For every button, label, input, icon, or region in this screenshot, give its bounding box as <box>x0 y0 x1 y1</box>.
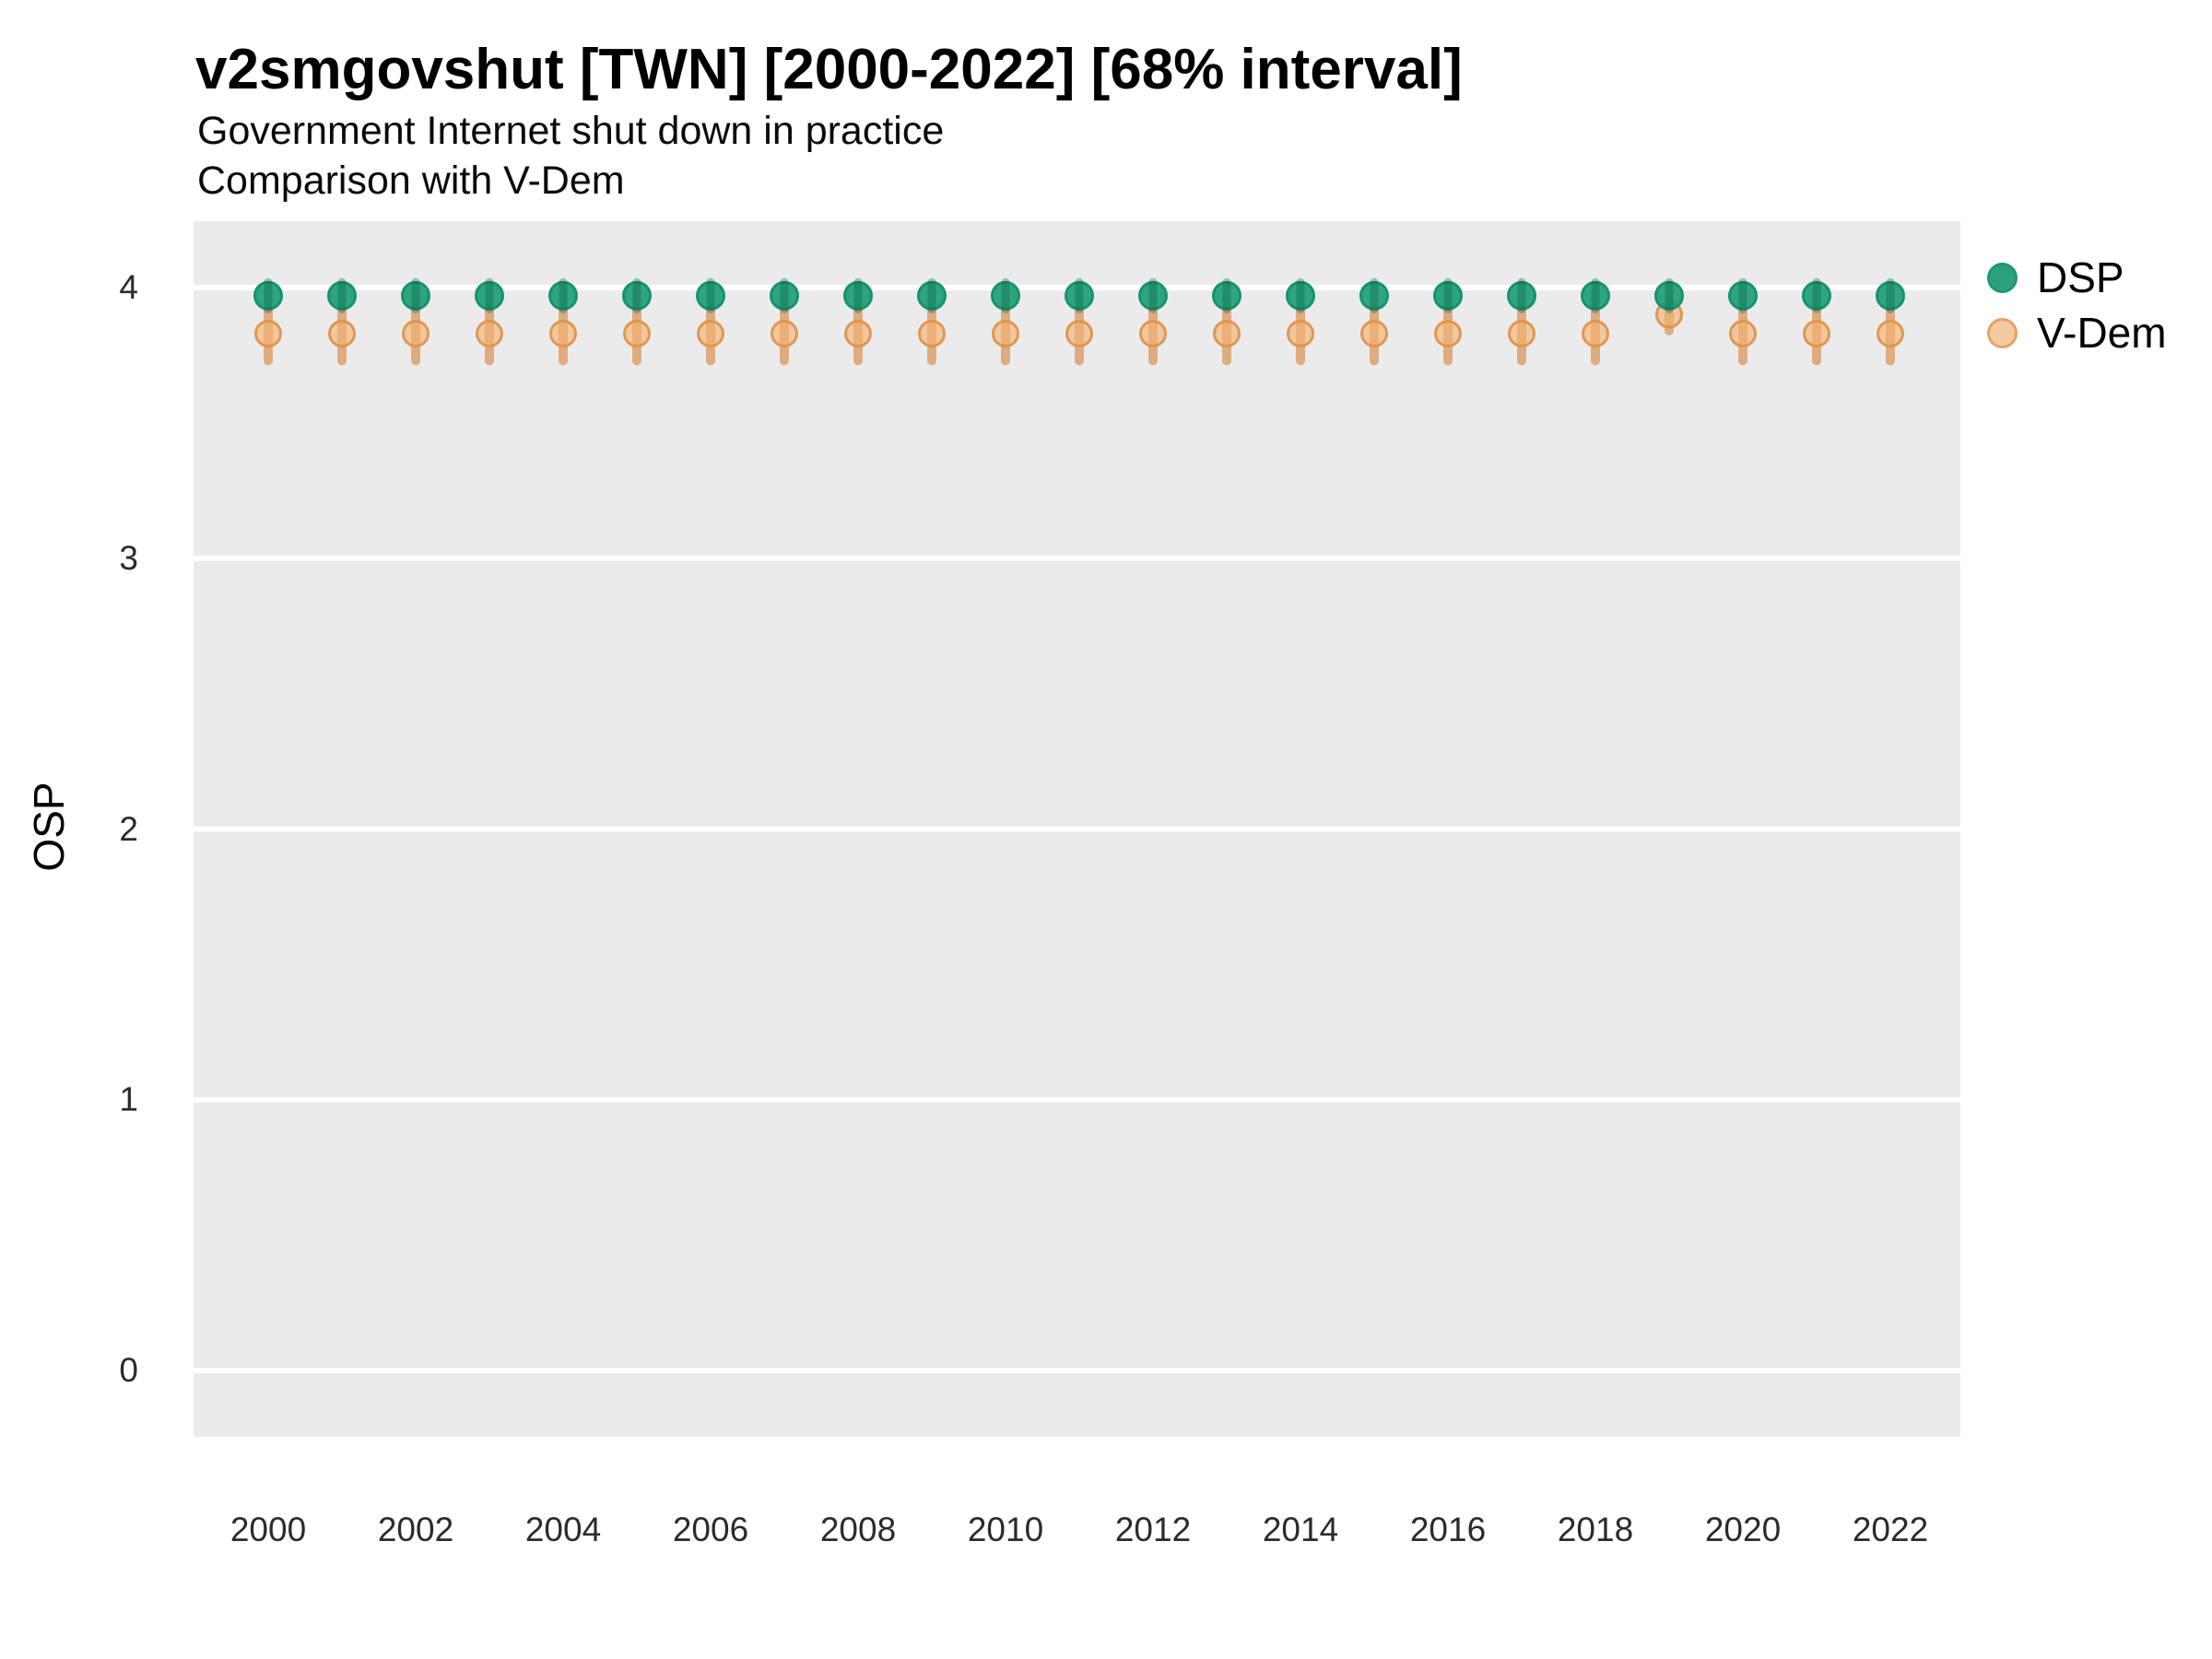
dsp-point <box>1581 280 1610 311</box>
vdem-point <box>254 319 282 347</box>
x-tick-label: 2022 <box>1852 1511 1929 1548</box>
dsp-point <box>1433 280 1463 311</box>
chart-title: v2smgovshut [TWN] [2000-2022] [68% inter… <box>195 38 1463 101</box>
vdem-point <box>1065 319 1093 347</box>
dsp-point <box>1802 280 1831 311</box>
dsp-point <box>1876 280 1905 311</box>
legend: DSP V-Dem <box>1987 250 2167 360</box>
vdem-point <box>1287 319 1314 347</box>
dsp-point <box>696 280 725 311</box>
dsp-point <box>327 280 357 311</box>
vdem-point <box>844 319 872 347</box>
legend-item-dsp: DSP <box>1987 250 2167 305</box>
vdem-point <box>328 319 356 347</box>
x-tick-label: 2010 <box>967 1511 1044 1548</box>
y-tick-label: 0 <box>119 1351 138 1389</box>
vdem-point <box>771 319 798 347</box>
vdem-point <box>1434 319 1462 347</box>
chart-subtitle: Government Internet shut down in practic… <box>197 109 945 153</box>
dsp-legend-dot-icon <box>1987 262 2018 293</box>
x-tick-label: 2002 <box>377 1511 454 1548</box>
vdem-point <box>476 319 503 347</box>
chart-subtitle-comparison: Comparison with V-Dem <box>197 159 625 203</box>
legend-item-vdem: V-Dem <box>1987 305 2167 360</box>
x-tick-label: 2008 <box>819 1511 897 1548</box>
x-tick-label: 2016 <box>1409 1511 1487 1548</box>
vdem-point <box>1582 319 1609 347</box>
x-tick-label: 2012 <box>1114 1511 1192 1548</box>
dsp-point <box>253 280 283 311</box>
dsp-point <box>843 280 873 311</box>
vdem-point <box>1360 319 1388 347</box>
dsp-point <box>622 280 652 311</box>
legend-label-vdem: V-Dem <box>2037 309 2167 357</box>
dsp-point <box>548 280 578 311</box>
vdem-point <box>1213 319 1241 347</box>
dsp-point <box>1212 280 1241 311</box>
vdem-point <box>992 319 1019 347</box>
dsp-point <box>1359 280 1389 311</box>
dsp-point <box>770 280 799 311</box>
dsp-point <box>401 280 430 311</box>
dsp-point <box>1138 280 1168 311</box>
dsp-point <box>1286 280 1315 311</box>
x-tick-label: 2006 <box>672 1511 749 1548</box>
vdem-point <box>623 319 651 347</box>
x-tick-label: 2004 <box>524 1511 602 1548</box>
y-tick-label: 3 <box>119 538 138 577</box>
vdem-point <box>1729 319 1757 347</box>
x-tick-label: 2018 <box>1557 1511 1634 1548</box>
dsp-point <box>475 280 504 311</box>
x-tick-label: 2014 <box>1262 1511 1339 1548</box>
x-tick-label: 2000 <box>229 1511 307 1548</box>
dsp-point <box>991 280 1020 311</box>
vdem-point <box>1508 319 1535 347</box>
vdem-point <box>1803 319 1830 347</box>
dsp-point <box>1728 280 1758 311</box>
vdem-point <box>697 319 724 347</box>
vdem-legend-dot-icon <box>1987 317 2018 348</box>
vdem-point <box>1139 319 1167 347</box>
y-tick-label: 4 <box>119 268 138 306</box>
dsp-point <box>1654 280 1684 311</box>
vdem-point <box>1877 319 1904 347</box>
x-tick-label: 2020 <box>1704 1511 1782 1548</box>
y-tick-label: 2 <box>119 809 138 848</box>
vdem-point <box>549 319 577 347</box>
dsp-point <box>1507 280 1536 311</box>
dsp-point <box>1065 280 1094 311</box>
dsp-point <box>917 280 947 311</box>
legend-label-dsp: DSP <box>2037 253 2124 301</box>
vdem-point <box>918 319 946 347</box>
vdem-point <box>402 319 429 347</box>
y-tick-label: 1 <box>119 1080 138 1119</box>
